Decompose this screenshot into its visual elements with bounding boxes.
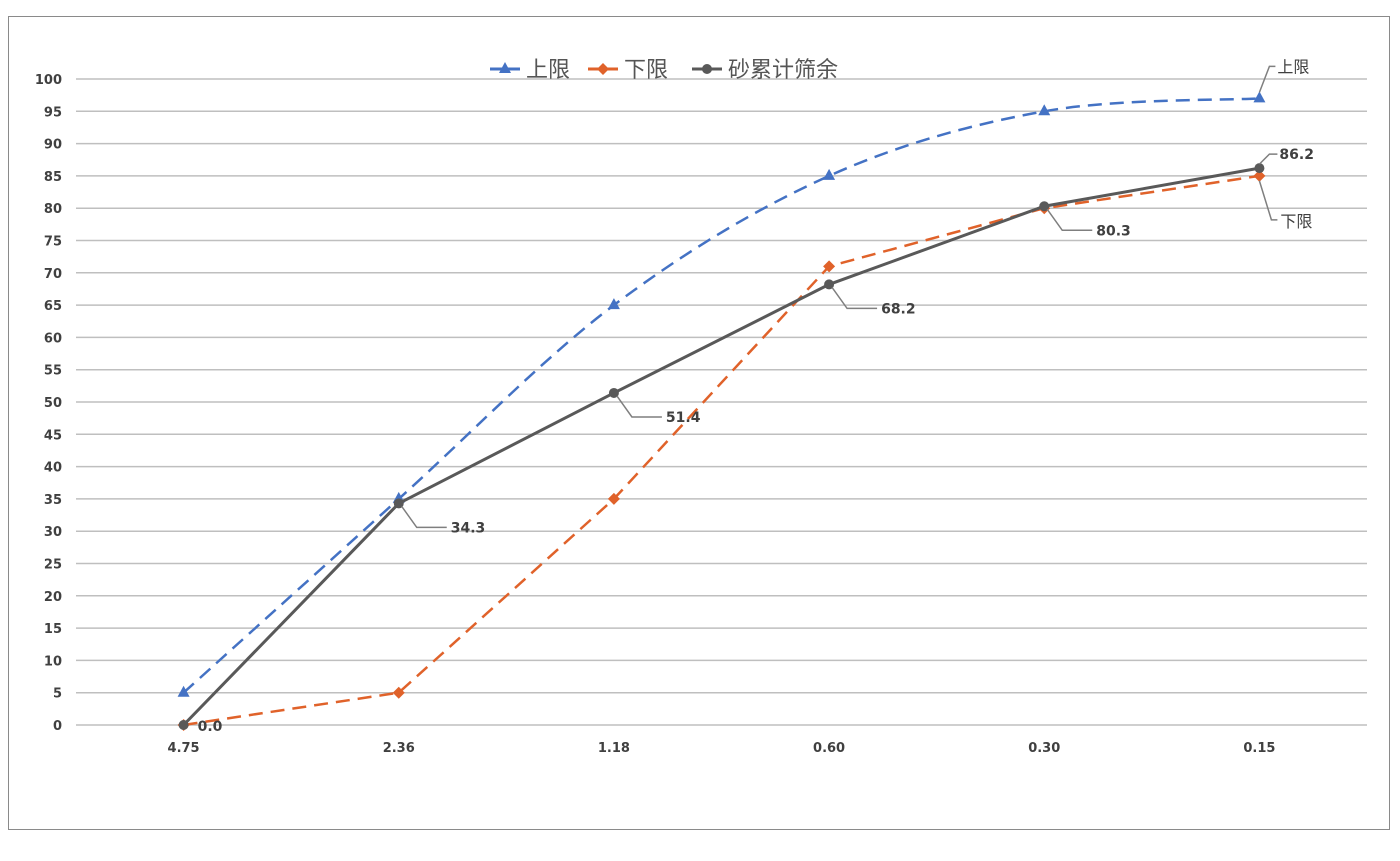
y-tick-label: 65 [44,299,62,314]
y-tick-label: 5 [53,687,62,702]
data-label: 86.2 [1279,147,1314,163]
y-tick-label: 95 [44,105,62,120]
diamond-marker [1253,169,1266,182]
x-tick-label: 0.30 [1028,741,1060,756]
circle-marker [824,279,835,290]
legend-label: 下限 [624,58,668,83]
leader-line [616,395,662,418]
triangle-marker [607,298,620,310]
circle-marker [178,720,189,730]
series-line-2 [182,166,1260,727]
y-tick-label: 30 [44,525,62,540]
x-tick-label: 1.18 [598,741,630,756]
circle-marker [1039,201,1050,212]
y-tick-label: 20 [44,590,62,605]
diamond-marker [607,492,620,505]
diamond-marker [597,63,609,75]
triangle-marker [1253,91,1266,103]
y-tick-label: 35 [44,493,62,508]
leader-line [1046,208,1093,232]
series-line-1 [183,174,1260,727]
y-tick-label: 50 [44,396,62,411]
series-end-label: 下限 [1280,212,1312,231]
circle-marker [702,64,712,74]
leader-line [831,286,878,310]
triangle-marker [499,62,511,73]
diamond-marker [823,260,836,273]
y-tick-label: 40 [44,461,62,476]
y-tick-label: 85 [44,170,62,185]
series-end-label: 上限 [1277,57,1309,76]
leader-line [1258,153,1278,165]
triangle-marker [177,685,190,697]
legend-label: 砂累计筛余 [728,58,838,83]
triangle-marker [1038,104,1051,116]
x-tick-label: 4.75 [168,741,200,756]
series-line-0 [182,97,1260,694]
circle-marker [608,387,619,398]
y-tick-label: 100 [35,73,62,88]
y-tick-label: 70 [44,267,62,282]
data-label: 80.3 [1096,223,1131,239]
circle-marker [393,498,404,509]
y-tick-label: 25 [44,558,62,573]
chart-frame [8,16,1390,830]
y-tick-label: 60 [44,331,62,346]
y-tick-label: 10 [44,654,62,669]
y-tick-label: 75 [44,235,62,250]
y-tick-label: 90 [44,138,62,153]
diamond-marker [392,686,405,699]
x-tick-label: 2.36 [383,741,415,756]
x-tick-label: 0.60 [813,741,845,756]
y-tick-label: 0 [53,719,62,734]
leader-line [401,505,447,529]
y-tick-label: 15 [44,622,62,637]
circle-marker [1254,163,1265,174]
y-tick-label: 45 [44,428,62,443]
leader-line [1258,180,1278,221]
data-label: 68.2 [881,301,916,317]
data-label: 0.0 [198,719,223,735]
x-tick-label: 0.15 [1243,741,1275,756]
leader-line [1258,65,1276,93]
data-label: 51.4 [666,410,701,426]
legend-label: 上限 [526,58,570,83]
y-tick-label: 55 [44,364,62,379]
triangle-marker [823,168,836,180]
data-label: 34.3 [451,520,486,536]
y-tick-label: 80 [44,202,62,217]
